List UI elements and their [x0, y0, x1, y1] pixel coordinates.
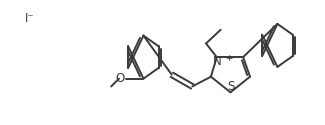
Text: O: O: [116, 72, 125, 85]
Text: +: +: [226, 54, 233, 63]
Text: N: N: [214, 55, 222, 68]
Text: I⁻: I⁻: [25, 12, 35, 24]
Text: S: S: [227, 80, 234, 93]
